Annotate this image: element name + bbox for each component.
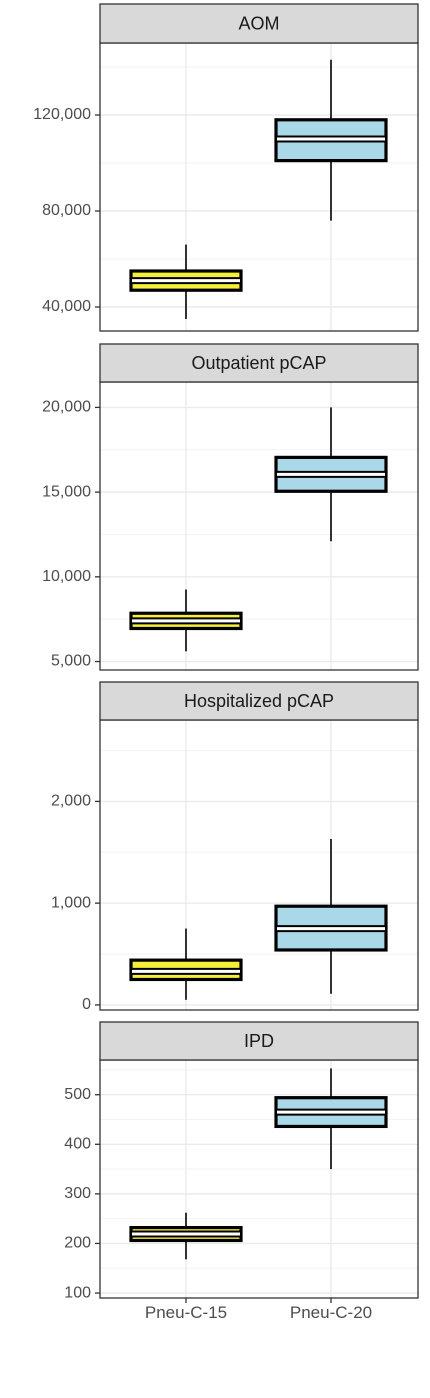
box-pneu-c-20 [274,59,388,221]
y-tick-label: 500 [64,1086,91,1103]
box-pneu-c-20 [274,407,388,542]
box-pneu-c-20 [274,839,388,994]
y-tick-label: 15,000 [42,483,91,500]
facet-title: IPD [244,1031,274,1051]
box-pneu-c-20 [274,1068,388,1170]
y-tick-label: 0 [82,996,91,1013]
strip-header [99,343,419,383]
strip-header [99,1021,419,1061]
y-tick-label: 40,000 [42,298,91,315]
facet-title: Outpatient pCAP [191,353,326,373]
y-tick-label: 5,000 [51,653,91,670]
facet-panel: Hospitalized pCAP 0 1,000 2,000 [51,681,419,1013]
y-tick-label: 200 [64,1235,91,1252]
y-tick-label: 80,000 [42,202,91,219]
facet-panel: IPD 100 200 300 400 500 [64,1021,419,1301]
x-tick-label: Pneu-C-20 [290,1303,372,1322]
y-tick-label: 20,000 [42,399,91,416]
y-tick-label: 1,000 [51,894,91,911]
facet-title: AOM [238,14,279,34]
strip-header [99,3,419,44]
y-tick-label: 300 [64,1185,91,1202]
y-tick-label: 120,000 [33,106,91,123]
box-pneu-c-15 [129,928,243,1000]
x-tick-label: Pneu-C-15 [145,1303,227,1322]
facet-panel: AOM 40,000 80,000 120,000 [33,3,419,332]
strip-header [99,681,419,721]
facet-panel: Outpatient pCAP 5,000 10,000 15,000 20,000 [42,343,419,671]
box-pneu-c-15 [129,589,243,652]
y-tick-label: 100 [64,1284,91,1301]
box-pneu-c-15 [129,244,243,319]
facet-title: Hospitalized pCAP [184,691,334,711]
box-pneu-c-15 [129,1212,243,1260]
y-tick-label: 400 [64,1136,91,1153]
y-tick-label: 10,000 [42,568,91,585]
panel-background [100,1060,418,1298]
y-tick-label: 2,000 [51,793,91,810]
